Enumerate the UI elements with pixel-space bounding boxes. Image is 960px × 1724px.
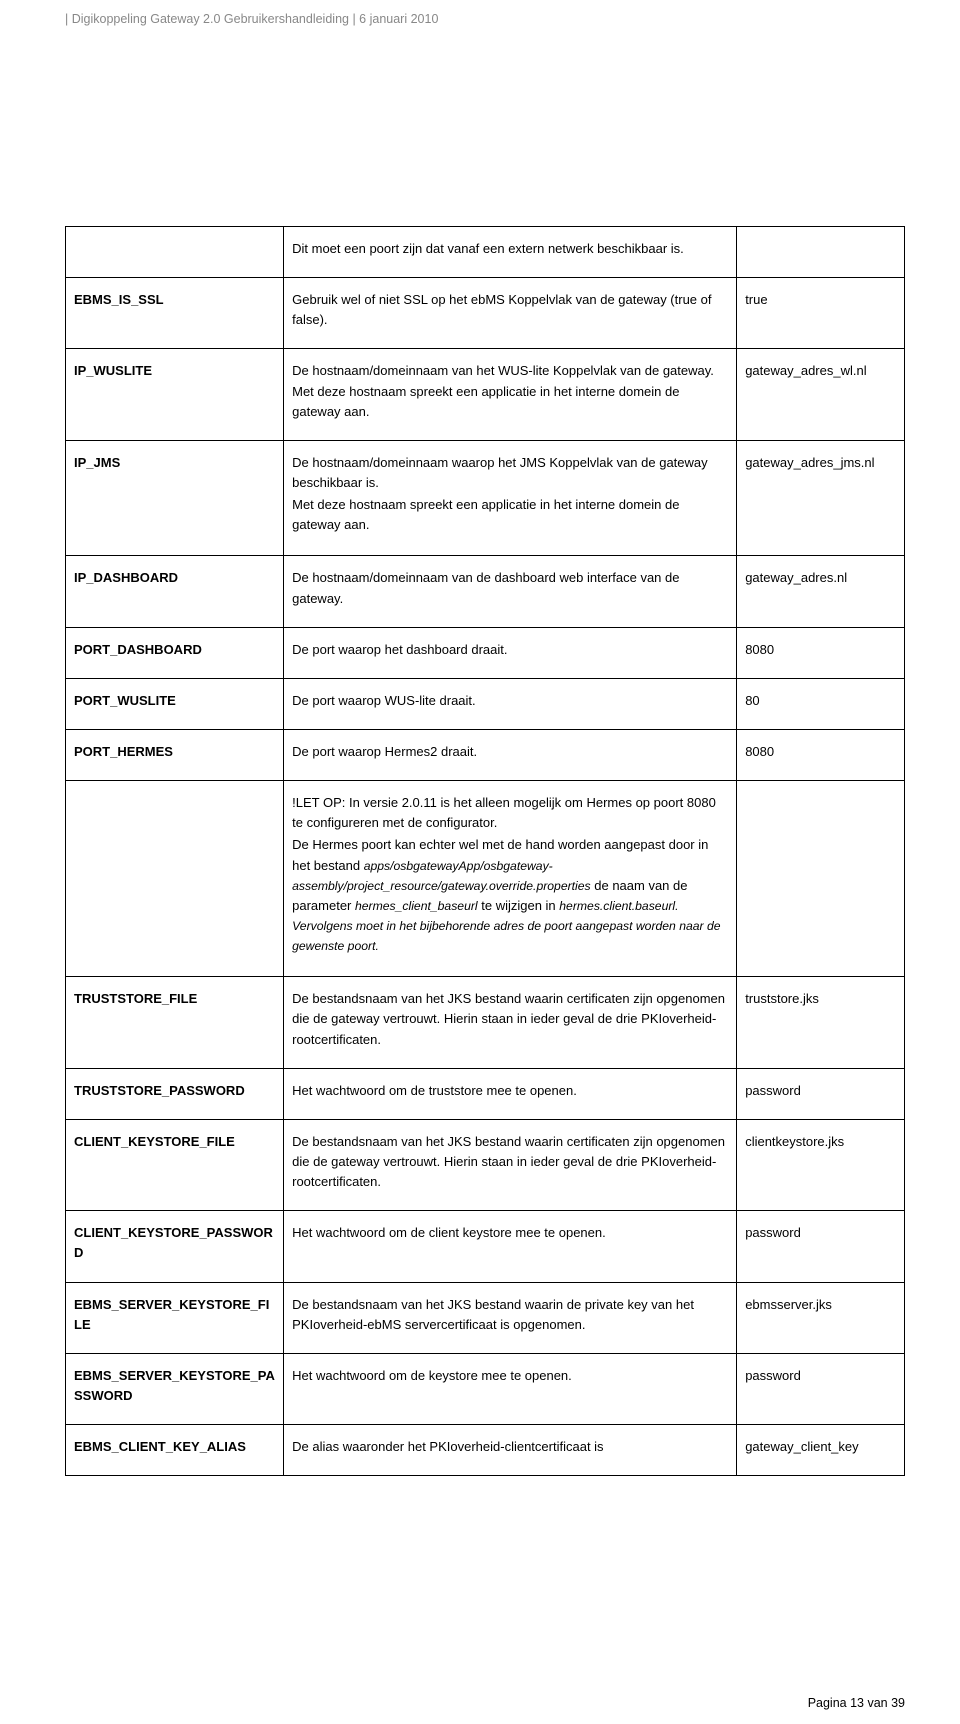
param-desc: De bestandsnaam van het JKS bestand waar…	[284, 977, 737, 1068]
table-row: CLIENT_KEYSTORE_FILE De bestandsnaam van…	[66, 1119, 905, 1210]
param-desc-line: Met deze hostnaam spreekt een applicatie…	[292, 495, 728, 535]
param-key: PORT_WUSLITE	[66, 678, 284, 729]
param-desc: De bestandsnaam van het JKS bestand waar…	[284, 1282, 737, 1353]
table-row: CLIENT_KEYSTORE_PASSWORD Het wachtwoord …	[66, 1211, 905, 1282]
param-desc: !LET OP: In versie 2.0.11 is het alleen …	[284, 781, 737, 977]
table-row: EBMS_IS_SSL Gebruik wel of niet SSL op h…	[66, 278, 905, 349]
param-desc: De hostnaam/domeinnaam van de dashboard …	[284, 556, 737, 627]
document-page: | Digikoppeling Gateway 2.0 Gebruikersha…	[0, 0, 960, 1724]
param-key: TRUSTSTORE_FILE	[66, 977, 284, 1068]
param-value: 80	[737, 678, 905, 729]
param-key: CLIENT_KEYSTORE_FILE	[66, 1119, 284, 1210]
param-key	[66, 781, 284, 977]
parameter-table: Dit moet een poort zijn dat vanaf een ex…	[65, 226, 905, 1476]
param-key: EBMS_SERVER_KEYSTORE_PASSWORD	[66, 1353, 284, 1424]
param-desc: Gebruik wel of niet SSL op het ebMS Kopp…	[284, 278, 737, 349]
table-row: !LET OP: In versie 2.0.11 is het alleen …	[66, 781, 905, 977]
table-row: PORT_HERMES De port waarop Hermes2 draai…	[66, 729, 905, 780]
param-value: gateway_client_key	[737, 1425, 905, 1476]
param-desc: Het wachtwoord om de truststore mee te o…	[284, 1068, 737, 1119]
param-value: ebmsserver.jks	[737, 1282, 905, 1353]
desc-italic: hermes.client.baseurl.	[559, 899, 678, 913]
param-key: EBMS_CLIENT_KEY_ALIAS	[66, 1425, 284, 1476]
param-desc: De port waarop WUS-lite draait.	[284, 678, 737, 729]
table-row: PORT_DASHBOARD De port waarop het dashbo…	[66, 627, 905, 678]
param-desc-line: De hostnaam/domeinnaam waarop het JMS Ko…	[292, 453, 728, 493]
table-row: EBMS_SERVER_KEYSTORE_PASSWORD Het wachtw…	[66, 1353, 905, 1424]
param-value: password	[737, 1353, 905, 1424]
table-row: IP_WUSLITE De hostnaam/domeinnaam van he…	[66, 349, 905, 440]
page-footer: Pagina 13 van 39	[808, 1696, 905, 1710]
param-desc: Het wachtwoord om de client keystore mee…	[284, 1211, 737, 1282]
param-desc: De hostnaam/domeinnaam waarop het JMS Ko…	[284, 440, 737, 556]
param-value: clientkeystore.jks	[737, 1119, 905, 1210]
table-row: IP_DASHBOARD De hostnaam/domeinnaam van …	[66, 556, 905, 627]
param-value: 8080	[737, 627, 905, 678]
param-desc-line: !LET OP: In versie 2.0.11 is het alleen …	[292, 793, 728, 833]
table-row: IP_JMS De hostnaam/domeinnaam waarop het…	[66, 440, 905, 556]
param-desc: De hostnaam/domeinnaam van het WUS-lite …	[284, 349, 737, 440]
param-key: EBMS_IS_SSL	[66, 278, 284, 349]
param-value: truststore.jks	[737, 977, 905, 1068]
param-key: PORT_DASHBOARD	[66, 627, 284, 678]
param-value: gateway_adres_jms.nl	[737, 440, 905, 556]
param-value: gateway_adres.nl	[737, 556, 905, 627]
desc-text: te wijzigen in	[478, 898, 560, 913]
param-key	[66, 227, 284, 278]
desc-text: Vervolgens moet in het bijbehorende adre…	[292, 919, 720, 953]
desc-italic: hermes_client_baseurl	[355, 899, 478, 913]
param-value	[737, 781, 905, 977]
table-row: EBMS_CLIENT_KEY_ALIAS De alias waaronder…	[66, 1425, 905, 1476]
param-desc: Dit moet een poort zijn dat vanaf een ex…	[284, 227, 737, 278]
param-value: gateway_adres_wl.nl	[737, 349, 905, 440]
table-row: TRUSTSTORE_FILE De bestandsnaam van het …	[66, 977, 905, 1068]
page-header: | Digikoppeling Gateway 2.0 Gebruikersha…	[65, 0, 905, 26]
table-row: PORT_WUSLITE De port waarop WUS-lite dra…	[66, 678, 905, 729]
param-desc: De port waarop Hermes2 draait.	[284, 729, 737, 780]
param-key: TRUSTSTORE_PASSWORD	[66, 1068, 284, 1119]
param-desc: De bestandsnaam van het JKS bestand waar…	[284, 1119, 737, 1210]
param-key: IP_WUSLITE	[66, 349, 284, 440]
param-value: password	[737, 1068, 905, 1119]
table-row: Dit moet een poort zijn dat vanaf een ex…	[66, 227, 905, 278]
param-key: IP_JMS	[66, 440, 284, 556]
param-key: PORT_HERMES	[66, 729, 284, 780]
table-row: TRUSTSTORE_PASSWORD Het wachtwoord om de…	[66, 1068, 905, 1119]
param-desc-line: De Hermes poort kan echter wel met de ha…	[292, 835, 728, 956]
param-key: CLIENT_KEYSTORE_PASSWORD	[66, 1211, 284, 1282]
param-desc: De port waarop het dashboard draait.	[284, 627, 737, 678]
param-value: true	[737, 278, 905, 349]
param-desc: De alias waaronder het PKIoverheid-clien…	[284, 1425, 737, 1476]
param-key: EBMS_SERVER_KEYSTORE_FILE	[66, 1282, 284, 1353]
table-row: EBMS_SERVER_KEYSTORE_FILE De bestandsnaa…	[66, 1282, 905, 1353]
param-value	[737, 227, 905, 278]
param-value: password	[737, 1211, 905, 1282]
param-value: 8080	[737, 729, 905, 780]
param-key: IP_DASHBOARD	[66, 556, 284, 627]
param-desc: Het wachtwoord om de keystore mee te ope…	[284, 1353, 737, 1424]
